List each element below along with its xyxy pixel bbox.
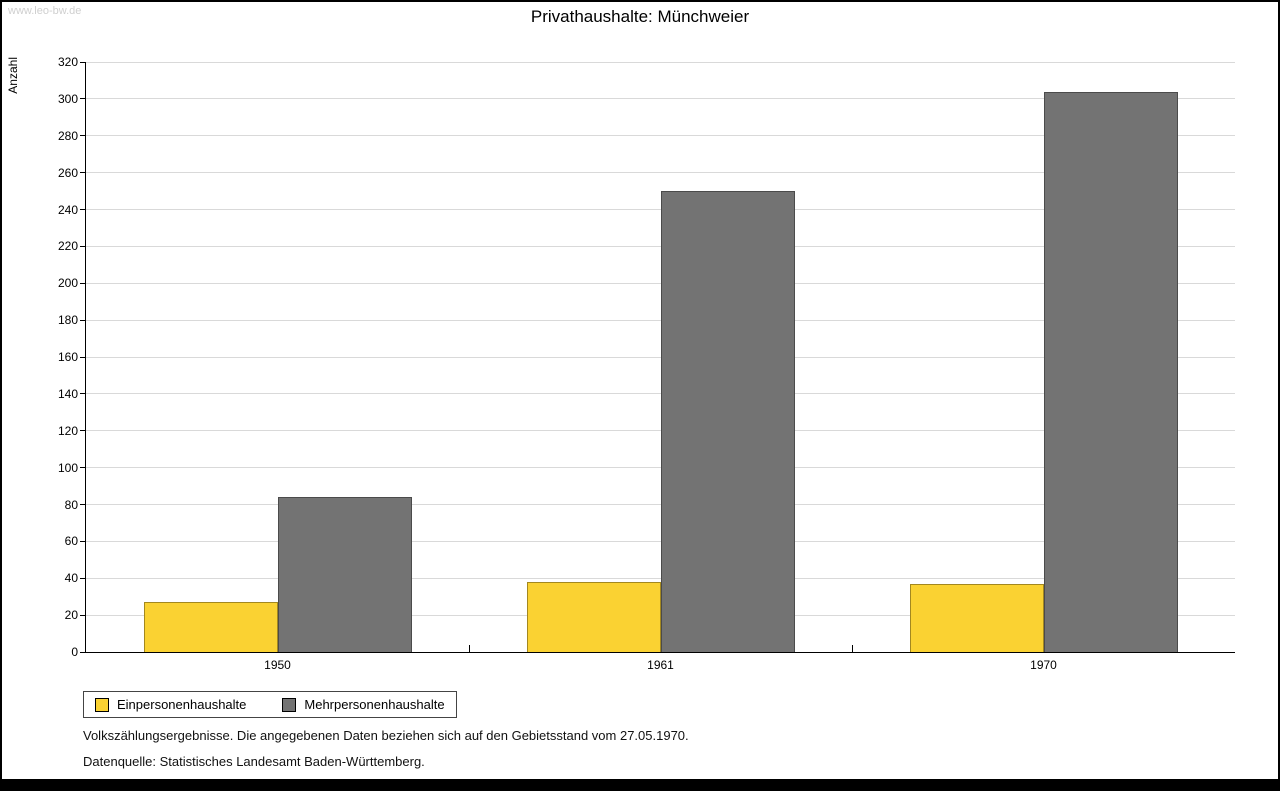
y-axis-label: Anzahl	[6, 57, 20, 94]
y-tick-label: 280	[57, 128, 78, 143]
gridline	[86, 61, 1235, 63]
y-axis-tick	[80, 209, 86, 210]
y-axis-tick	[80, 393, 86, 395]
bar-mehrpersonenhaushalte-1950	[277, 497, 412, 652]
gridline	[86, 172, 1235, 174]
x-axis-tick	[852, 645, 853, 652]
y-axis-tick	[80, 577, 86, 579]
y-tick-label: 40	[64, 571, 78, 586]
y-axis-tick	[80, 356, 86, 358]
legend-item-mehrpersonenhaushalte: Mehrpersonenhaushalte	[282, 697, 445, 712]
bottom-bar	[2, 779, 1278, 789]
y-tick-label: 140	[57, 386, 78, 401]
y-axis-tick	[80, 172, 86, 174]
legend-label: Mehrpersonenhaushalte	[304, 697, 445, 712]
y-axis-tick	[80, 430, 86, 432]
y-tick-label: 160	[57, 350, 78, 364]
y-tick-label: 300	[57, 91, 78, 106]
legend-item-einpersonenhaushalte: Einpersonenhaushalte	[95, 697, 246, 712]
watermark: www.leo-bw.de	[8, 5, 82, 17]
y-axis-tick	[80, 651, 86, 653]
x-axis-tick	[469, 645, 470, 652]
x-tick-label: 1950	[264, 658, 291, 672]
y-tick-label: 80	[64, 497, 78, 512]
y-axis-tick	[80, 614, 86, 616]
y-tick-label: 320	[57, 55, 78, 69]
y-tick-label: 220	[57, 239, 78, 254]
gridline	[86, 98, 1235, 100]
y-tick-label: 180	[57, 313, 78, 328]
y-axis-tick	[80, 540, 86, 542]
bar-einpersonenhaushalte-1950	[143, 602, 278, 652]
legend-swatch-mehrpersonenhaushalte	[282, 697, 297, 712]
y-tick-label: 120	[57, 423, 78, 438]
y-tick-label: 200	[57, 276, 78, 291]
y-axis-tick	[80, 282, 86, 284]
y-axis-tick	[80, 245, 86, 247]
bar-mehrpersonenhaushalte-1970	[1043, 91, 1178, 652]
chart-title: Privathaushalte: Münchweier	[530, 7, 750, 26]
footnote-census: Volkszählungsergebnisse. Die angegebenen…	[83, 728, 689, 743]
footnote-source: Datenquelle: Statistisches Landesamt Bad…	[83, 754, 425, 769]
y-axis-tick	[80, 319, 86, 321]
y-tick-label: 60	[64, 534, 78, 549]
y-tick-label: 20	[64, 608, 78, 623]
y-tick-label: 0	[71, 645, 78, 659]
bar-mehrpersonenhaushalte-1961	[660, 191, 795, 652]
legend: Einpersonenhaushalte Mehrpersonenhaushal…	[83, 691, 457, 718]
x-tick-label: 1970	[1030, 658, 1057, 672]
y-axis-tick	[80, 98, 86, 100]
y-tick-label: 260	[57, 165, 78, 180]
y-axis-tick	[80, 61, 86, 63]
plot-area: 0 20 40 60 80 100 120 140 160 180 200 220 240 260 280 3…	[58, 55, 1235, 672]
legend-swatch-einpersonenhaushalte	[95, 697, 109, 712]
y-axis-tick	[80, 135, 86, 137]
y-tick-label: 100	[57, 460, 78, 475]
y-axis-tick	[80, 504, 86, 505]
bar-einpersonenhaushalte-1970	[909, 583, 1044, 652]
gridline	[86, 135, 1235, 137]
y-tick-label: 240	[57, 202, 78, 217]
x-tick-label: 1961	[647, 658, 674, 672]
bar-einpersonenhaushalte-1961	[526, 581, 661, 652]
legend-label: Einpersonenhaushalte	[117, 697, 247, 712]
y-axis-tick	[80, 467, 86, 469]
